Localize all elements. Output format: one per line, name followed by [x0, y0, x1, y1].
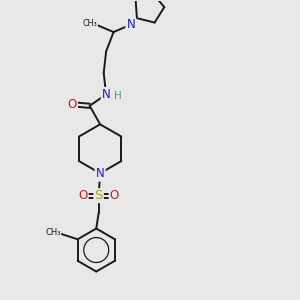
Text: H: H — [114, 91, 121, 101]
Text: CH₃: CH₃ — [82, 19, 97, 28]
Text: CH₃: CH₃ — [45, 228, 61, 237]
Text: N: N — [96, 167, 104, 180]
Text: N: N — [102, 88, 110, 101]
Text: N: N — [96, 168, 104, 181]
Text: O: O — [68, 98, 77, 111]
Text: N: N — [127, 18, 135, 31]
Text: S: S — [94, 189, 103, 202]
Text: O: O — [110, 189, 119, 202]
Text: O: O — [79, 189, 88, 202]
Text: N: N — [127, 18, 135, 31]
